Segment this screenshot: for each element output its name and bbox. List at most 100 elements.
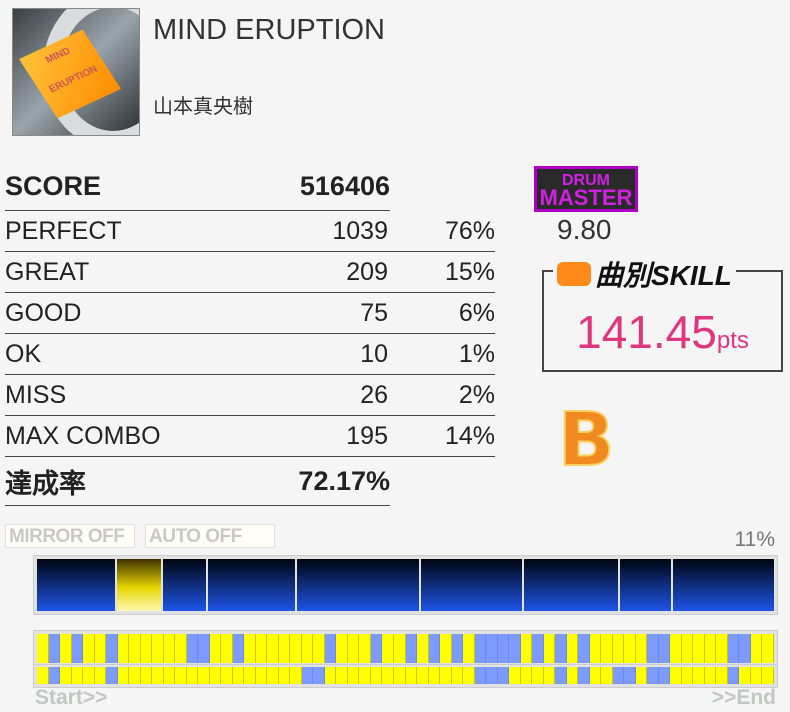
timeline-cell	[175, 634, 187, 663]
judgement-count: 75	[360, 298, 388, 327]
timeline-cell	[555, 634, 567, 663]
achievement-value: 72.17%	[298, 465, 390, 496]
timeline-cell	[244, 634, 256, 663]
section	[620, 559, 671, 611]
timeline-cell	[474, 634, 487, 663]
timeline-cell	[209, 634, 222, 663]
timeline-cell	[739, 634, 751, 663]
timeline-cell	[209, 667, 222, 684]
timeline-cell	[336, 634, 348, 663]
judgement-label: MAX COMBO	[5, 421, 161, 450]
timeline-cell	[451, 634, 464, 663]
timeline-cell	[313, 667, 325, 684]
timeline-cell	[301, 667, 314, 684]
judgement-row: GREAT 209 15%	[5, 252, 495, 292]
timeline-cell	[140, 634, 153, 663]
timeline-cell	[370, 667, 383, 684]
timeline-cell	[486, 634, 498, 663]
timeline-cell	[60, 634, 72, 663]
timeline-cell	[221, 667, 233, 684]
timeline-cell	[393, 667, 406, 684]
judgement-row: GOOD 75 6%	[5, 293, 495, 333]
timeline-cell	[163, 634, 176, 663]
timeline-cell	[635, 634, 648, 663]
section	[207, 559, 295, 611]
timeline-cell	[255, 667, 268, 684]
timeline-cell	[290, 667, 302, 684]
section	[421, 559, 522, 611]
start-label: Start>>	[35, 686, 108, 709]
timeline-cell	[589, 667, 602, 684]
divider	[5, 415, 495, 416]
timeline-cell	[681, 667, 694, 684]
timeline-cell	[612, 667, 625, 684]
timeline-cell	[750, 667, 763, 684]
timeline-cell	[681, 634, 694, 663]
song-artist: 山本真央樹	[153, 96, 253, 118]
timeline-cell	[451, 667, 464, 684]
timeline-cell	[382, 667, 394, 684]
timeline-cell	[543, 667, 556, 684]
timeline-cell	[152, 634, 164, 663]
judgement-count: 26	[360, 380, 388, 409]
timeline-cell	[589, 634, 602, 663]
end-label: >>End	[711, 686, 776, 709]
timeline-cell	[474, 667, 487, 684]
score-row: SCORE 516406	[5, 166, 390, 206]
timeline-cell	[175, 667, 187, 684]
song-title: MIND ERUPTION	[153, 14, 385, 46]
timeline-cell	[244, 667, 256, 684]
timeline-cell	[658, 667, 671, 684]
timeline-cell	[463, 634, 475, 663]
judgement-row: MAX COMBO 195 14%	[5, 416, 495, 456]
section	[37, 559, 116, 611]
timeline-cell	[232, 667, 245, 684]
divider	[5, 251, 495, 252]
timeline-cell	[497, 667, 510, 684]
timeline-cell	[647, 634, 659, 663]
timeline-cell	[37, 634, 49, 663]
judgement-count: 1039	[332, 216, 388, 245]
timeline-cell	[129, 634, 141, 663]
judgement-percent: 14%	[444, 421, 495, 450]
timeline-cell	[405, 667, 418, 684]
timeline-cell	[509, 667, 521, 684]
timeline-cell	[117, 634, 130, 663]
timeline-row-2	[33, 664, 778, 688]
timeline-cell	[601, 634, 613, 663]
timeline-cell	[762, 667, 774, 684]
timeline-cell	[428, 667, 441, 684]
timeline-cell	[716, 667, 728, 684]
timeline-cell	[543, 634, 556, 663]
timeline-cell	[440, 634, 452, 663]
timeline-cell	[704, 634, 717, 663]
timeline-cell	[313, 634, 325, 663]
timeline-cell	[532, 667, 544, 684]
judgement-count: 195	[346, 421, 388, 450]
badge-line1: DRUM	[562, 172, 610, 189]
score-value: 516406	[299, 170, 390, 201]
skill-number: 141.45	[576, 306, 717, 358]
timeline-cell	[232, 634, 245, 663]
judgement-percent: 1%	[458, 339, 495, 368]
judgement-label: PERFECT	[5, 216, 122, 245]
timeline-cell	[532, 634, 544, 663]
timeline-cell	[94, 667, 107, 684]
timeline-cell	[94, 634, 107, 663]
timeline-cell	[647, 667, 659, 684]
section	[523, 559, 619, 611]
timeline-row-1	[33, 630, 778, 666]
timeline-cell	[359, 667, 371, 684]
timeline-cell	[578, 667, 590, 684]
timeline-cell	[347, 667, 360, 684]
timeline-cell	[83, 667, 95, 684]
timeline-cell	[555, 667, 567, 684]
divider	[5, 210, 390, 211]
timeline-cell	[486, 667, 498, 684]
timeline-cell	[428, 634, 441, 663]
section	[162, 559, 206, 611]
section-bar	[33, 555, 778, 615]
timeline-cell	[324, 667, 337, 684]
album-art: MIND ERUPTION	[12, 8, 140, 136]
timeline-cell	[704, 667, 717, 684]
